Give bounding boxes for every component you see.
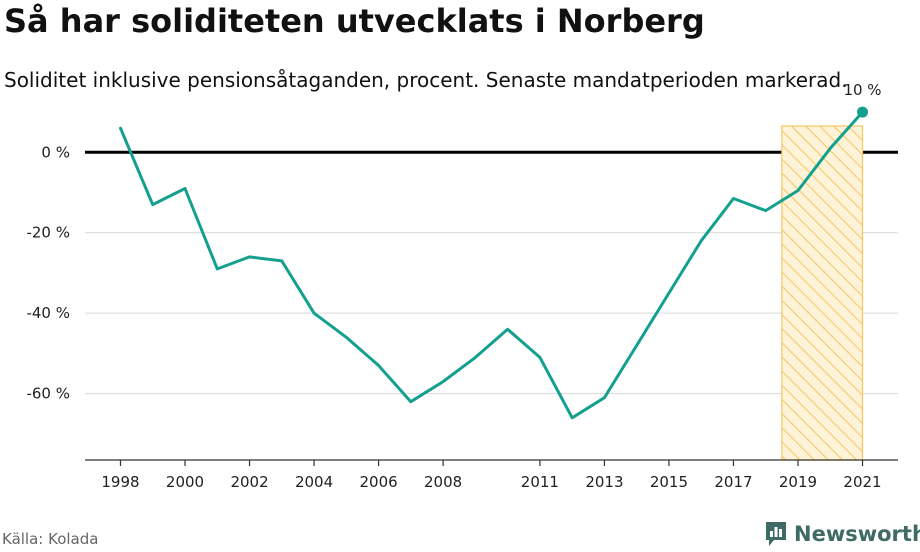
x-tick-label: 2011: [521, 473, 559, 491]
x-tick-label: 2002: [230, 473, 268, 491]
x-tick-label: 2008: [424, 473, 462, 491]
x-tick-label: 2019: [779, 473, 817, 491]
x-tick-label: 2021: [843, 473, 881, 491]
series-line: [119, 110, 864, 420]
x-tick-label: 1998: [101, 473, 139, 491]
x-tick-label: 2015: [650, 473, 688, 491]
x-tick-label: 2006: [359, 473, 397, 491]
brand-logo: Newsworthy: [764, 520, 920, 548]
grid-lines: [85, 150, 898, 395]
y-tick-label: -20 %: [26, 224, 70, 242]
newsworthy-logo-icon: [766, 522, 786, 546]
x-axis: [85, 459, 898, 466]
x-tick-label: 2004: [295, 473, 333, 491]
x-tick-label: 2013: [585, 473, 623, 491]
end-value-label: 10 %: [843, 81, 881, 99]
x-tick-label: 2000: [166, 473, 204, 491]
brand-name: Newsworthy: [794, 522, 920, 546]
y-tick-label: 0 %: [41, 143, 70, 161]
y-tick-label: -60 %: [26, 385, 70, 403]
chart-title: Så har soliditeten utvecklats i Norberg: [4, 2, 705, 40]
y-tick-label: -40 %: [26, 304, 70, 322]
tick-labels: 0 % -20 % -40 % -60 % 1998 2000 2002 2004 2006 20…: [26, 81, 881, 491]
highlight-period: [781, 125, 864, 461]
end-point-marker: [857, 106, 869, 118]
highlight-period-rect: [781, 125, 864, 461]
x-tick-label: 2017: [714, 473, 752, 491]
source-note: Källa: Kolada: [2, 530, 99, 548]
series-layer: [119, 106, 869, 420]
chart-subtitle: Soliditet inklusive pensionsåtaganden, p…: [4, 68, 848, 92]
